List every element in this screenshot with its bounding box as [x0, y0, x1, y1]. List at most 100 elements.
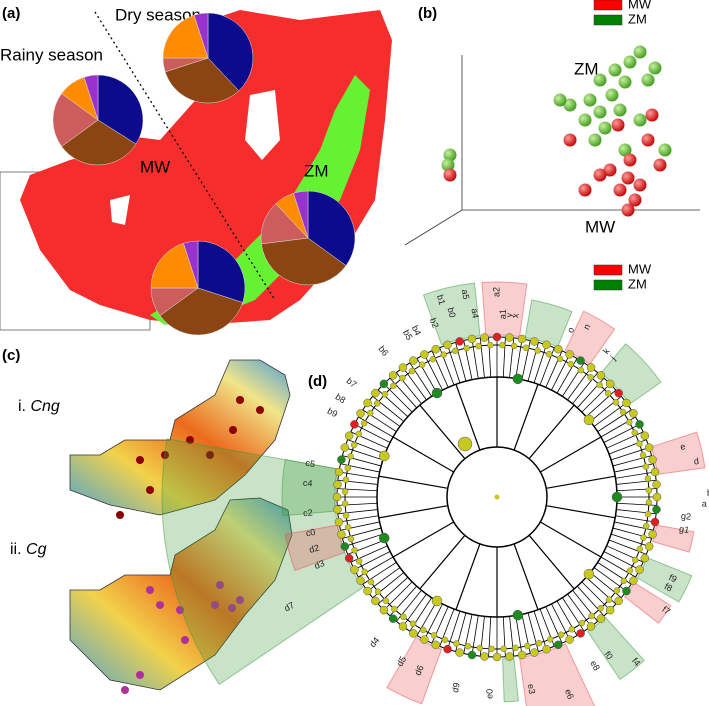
map-prefix: i.: [18, 398, 26, 415]
node: [430, 632, 438, 639]
branch: [546, 475, 616, 489]
node: [341, 488, 349, 495]
node: [467, 650, 477, 660]
node: [534, 347, 541, 354]
scatter-point: [645, 108, 659, 122]
branch: [358, 416, 394, 438]
branch: [409, 362, 432, 397]
branch: [402, 367, 427, 401]
clade-label: d5: [395, 654, 409, 668]
node: [334, 467, 344, 477]
node: [626, 567, 634, 574]
node: [420, 350, 429, 359]
node: [409, 629, 418, 638]
branch: [513, 384, 539, 451]
season-label: Rainy season: [0, 45, 103, 64]
node: [420, 635, 429, 644]
clade-label: b0: [446, 306, 458, 318]
map-prefix: ii.: [10, 541, 22, 558]
node: [652, 480, 661, 489]
branch: [567, 367, 592, 401]
node: [622, 586, 631, 596]
branch: [383, 383, 413, 413]
node: [356, 576, 365, 585]
clade-label: y: [504, 312, 514, 318]
node: [356, 558, 363, 565]
node: [565, 635, 574, 644]
node: [476, 644, 483, 652]
node: [398, 622, 408, 631]
clade-label: f8: [663, 581, 674, 593]
clade-label: d9: [450, 682, 462, 694]
scatter-point: [641, 73, 655, 87]
node: [388, 371, 398, 380]
scatter-points: [441, 45, 672, 217]
clade-label: c4: [303, 478, 313, 489]
scatter-point: [608, 63, 622, 77]
node: [522, 344, 530, 351]
sample-dot: [228, 604, 236, 612]
branch: [367, 567, 401, 592]
branch: [344, 533, 383, 547]
axis-label: MW: [585, 217, 615, 236]
node: [418, 361, 426, 368]
node: [578, 619, 586, 627]
map-name: Cng: [30, 398, 59, 415]
branch: [509, 616, 515, 657]
lake: [245, 90, 280, 160]
node: [535, 639, 543, 647]
scatter-point: [633, 178, 647, 192]
branch: [416, 600, 438, 636]
sample-dot: [206, 451, 214, 459]
sample-dot: [181, 636, 189, 644]
node: [378, 450, 390, 462]
node: [367, 409, 374, 417]
node: [355, 430, 362, 438]
node: [644, 511, 652, 518]
node: [545, 350, 553, 358]
scatter-point: [618, 143, 632, 157]
node: [631, 429, 638, 436]
node: [635, 420, 644, 429]
branch: [419, 534, 466, 590]
node: [596, 614, 606, 623]
scatter-point: [563, 133, 577, 147]
node: [499, 341, 506, 349]
node: [463, 344, 470, 352]
scatter-point: [593, 105, 607, 119]
node: [480, 652, 489, 661]
node: [492, 652, 502, 662]
branch: [378, 505, 448, 519]
branch: [556, 358, 578, 394]
node: [640, 534, 647, 541]
node: [333, 480, 342, 489]
node: [650, 517, 660, 527]
branch: [600, 556, 636, 578]
node: [556, 355, 564, 362]
node: [487, 341, 494, 349]
branch: [447, 344, 461, 383]
branch: [447, 611, 461, 650]
node: [645, 499, 653, 506]
node: [374, 400, 381, 407]
node: [605, 605, 615, 615]
heatmap: [69, 359, 293, 691]
node: [640, 553, 650, 563]
clade-label: c0: [305, 527, 316, 539]
node: [586, 363, 596, 372]
sample-dot: [136, 456, 144, 464]
pie-slice: [307, 190, 356, 266]
node: [645, 487, 653, 494]
heatmap-map: [69, 359, 291, 516]
branch: [581, 581, 611, 611]
scatter-point: [648, 61, 662, 75]
sample-dot: [121, 686, 129, 694]
scatter-point: [613, 103, 627, 117]
axes-3d: [404, 55, 700, 246]
node: [583, 568, 595, 580]
scatter-point: [605, 88, 619, 102]
node: [363, 586, 372, 596]
scatter-point: [598, 121, 612, 135]
scatter-point: [441, 158, 455, 172]
